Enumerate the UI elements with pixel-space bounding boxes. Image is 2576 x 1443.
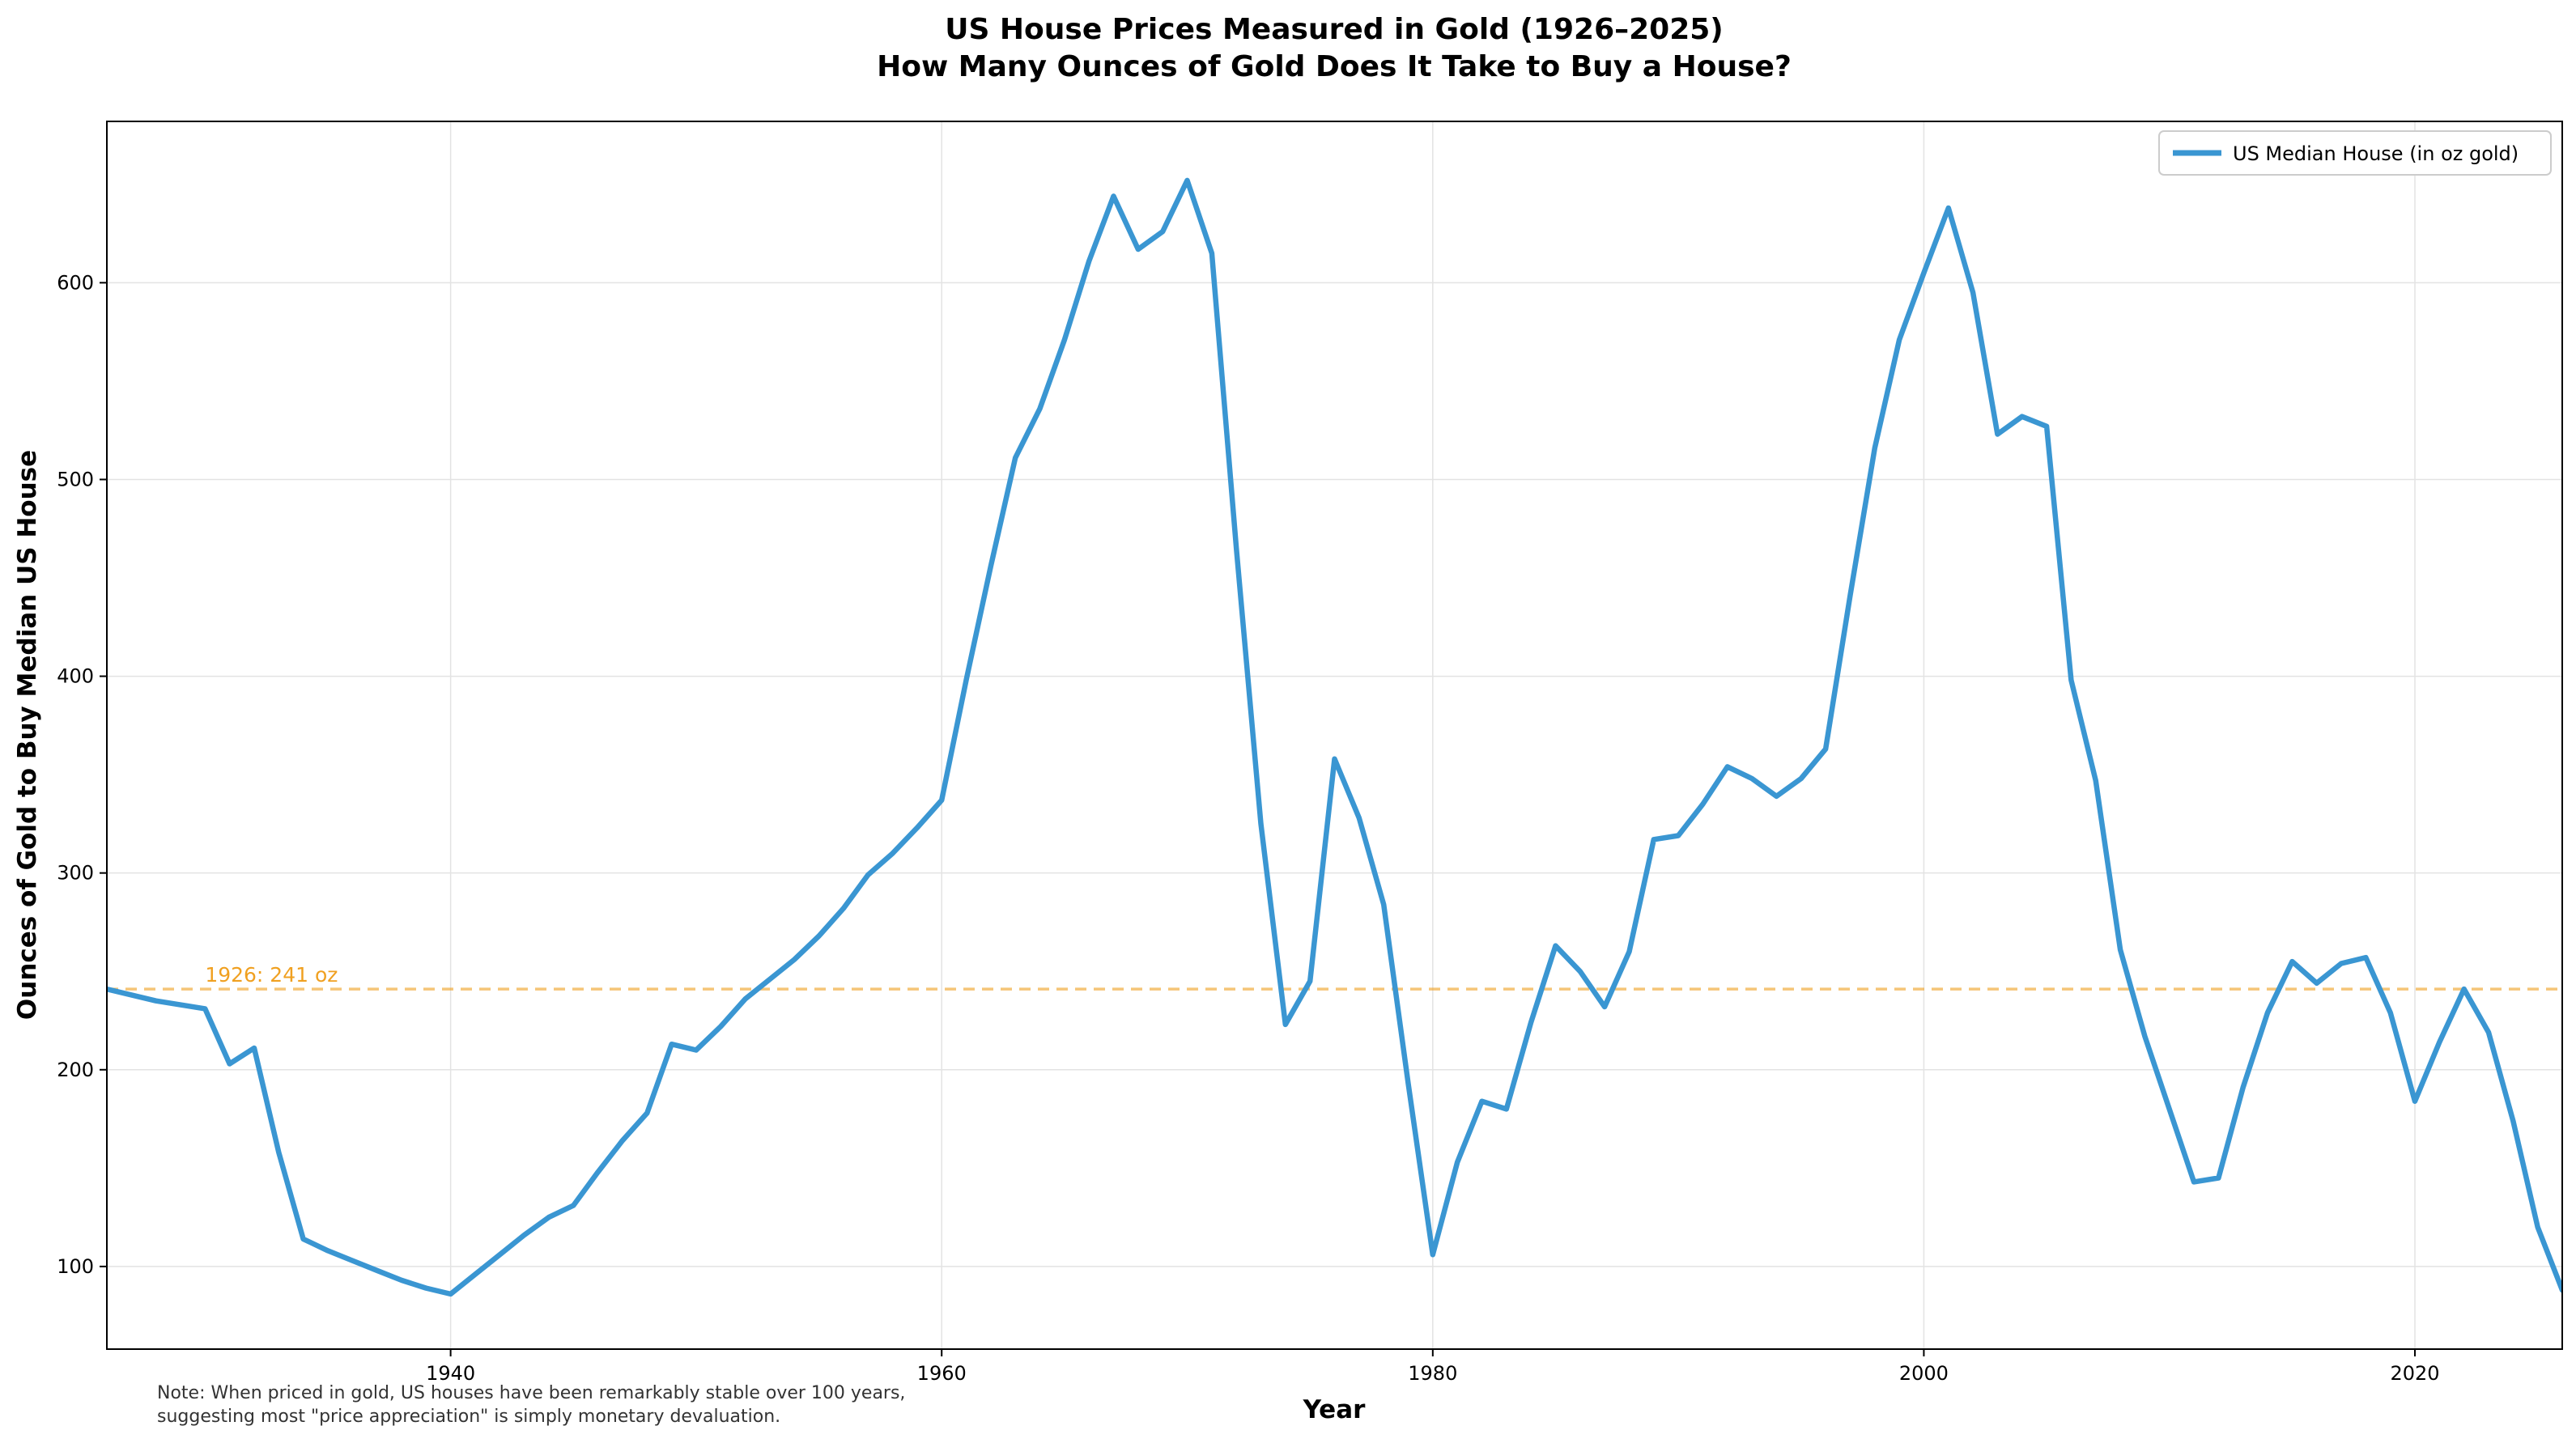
x-axis-ticks: 1940 1960 1980 2000 2020 xyxy=(426,1349,2440,1385)
y-tick-label: 600 xyxy=(57,271,94,294)
series-line xyxy=(107,177,2562,1297)
series-group xyxy=(107,177,2562,1297)
plot-area-frame xyxy=(106,121,2563,1350)
x-axis-label: Year xyxy=(1303,1395,1367,1424)
chart-subtitle: How Many Ounces of Gold Does It Take to … xyxy=(877,50,1792,83)
legend: US Median House (in oz gold) xyxy=(2158,130,2552,176)
reference-line-group: 1926: 241 oz xyxy=(107,963,2562,991)
y-tick-label: 100 xyxy=(57,1255,94,1278)
y-tick-label: 200 xyxy=(57,1059,94,1081)
x-tick-label: 1960 xyxy=(917,1362,967,1385)
x-tick-label: 1940 xyxy=(426,1362,475,1385)
y-tick-label: 400 xyxy=(57,665,94,688)
legend-box xyxy=(2158,130,2552,176)
reference-line-label: 1926: 241 oz xyxy=(205,963,338,987)
grid-lines xyxy=(107,121,2562,1349)
footnote-line-2: suggesting most "price appreciation" is … xyxy=(157,1407,780,1427)
y-tick-label: 300 xyxy=(57,862,94,885)
y-axis-ticks: 100 200 300 400 500 600 xyxy=(57,271,107,1278)
x-tick-label: 2020 xyxy=(2390,1362,2439,1385)
x-tick-label: 2000 xyxy=(1899,1362,1949,1385)
x-tick-label: 1980 xyxy=(1408,1362,1457,1385)
chart-title: US House Prices Measured in Gold (1926–2… xyxy=(945,13,1724,46)
y-axis-label: Ounces of Gold to Buy Median US House xyxy=(13,450,42,1020)
legend-label: US Median House (in oz gold) xyxy=(2233,142,2519,165)
y-tick-label: 500 xyxy=(57,468,94,490)
footnote-line-1: Note: When priced in gold, US houses hav… xyxy=(157,1383,905,1403)
